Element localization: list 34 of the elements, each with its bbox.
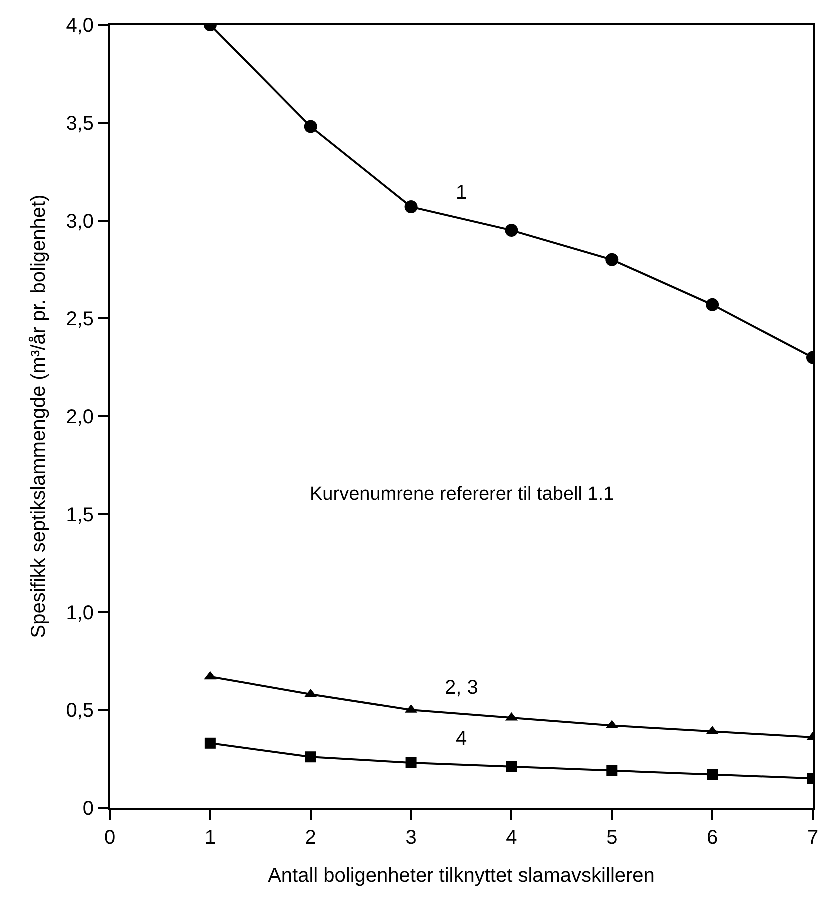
point (606, 765, 618, 776)
x-tick-label: 5 (606, 827, 618, 849)
x-tick-label: 1 (204, 827, 216, 849)
y-tick-label: 4,0 (66, 15, 94, 37)
y-axis-title: Spesifikk septikslammengde (m³/år pr. boligenhet) (28, 194, 50, 638)
y-tick-label: 0 (82, 798, 94, 820)
point (707, 769, 718, 780)
point (204, 738, 216, 749)
series-label: 1 (456, 182, 468, 204)
x-tick-label: 3 (406, 827, 417, 849)
point (406, 757, 417, 768)
series-label: 4 (456, 728, 468, 750)
y-tick-label: 2,5 (66, 308, 94, 331)
x-tick-label: 4 (506, 827, 518, 849)
y-tick-label: 1,0 (66, 602, 94, 624)
annotation: Kurvenumrene refererer til tabell 1.1 (310, 484, 614, 505)
point (305, 752, 316, 763)
point (404, 200, 418, 214)
x-tick-label: 7 (807, 827, 819, 849)
x-tick-label: 0 (104, 827, 116, 849)
x-tick-label: 2 (305, 827, 316, 849)
series-label: 2, 3 (445, 677, 478, 699)
y-tick-label: 1,5 (66, 504, 94, 526)
point (304, 120, 318, 134)
y-tick-label: 3,5 (66, 112, 94, 135)
x-axis-title: Antall boligenheter tilknyttet slamavskilleren (268, 865, 655, 887)
point (505, 224, 518, 238)
y-tick-label: 0,5 (66, 700, 94, 722)
point (506, 761, 518, 772)
point (606, 253, 619, 266)
x-tick-label: 6 (707, 827, 718, 849)
y-tick-label: 3,0 (66, 210, 94, 233)
point (706, 298, 720, 312)
y-tick-label: 2,0 (66, 406, 94, 428)
